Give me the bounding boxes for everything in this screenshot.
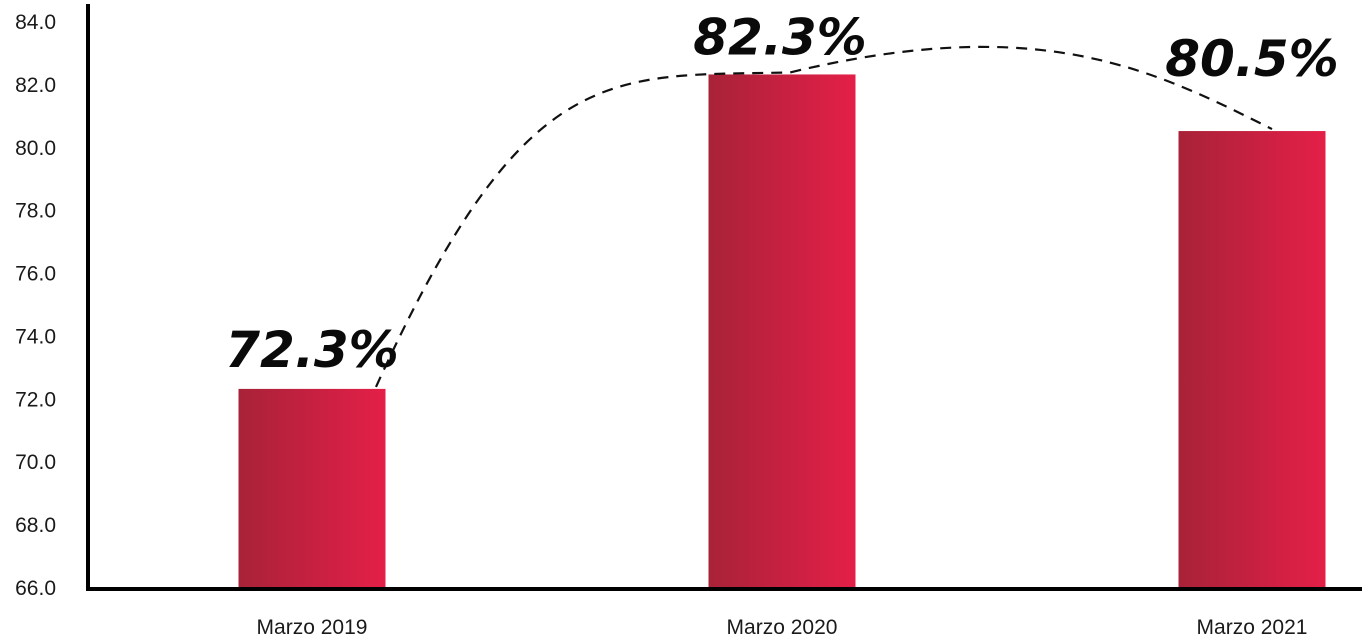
- x-tick-label: Marzo 2019: [257, 616, 368, 639]
- y-tick-label: 74.0: [15, 325, 56, 348]
- data-labels: 72.3% 82.3% 80.5%: [225, 8, 1338, 378]
- x-tick-label: Marzo 2021: [1197, 616, 1308, 639]
- bar: [708, 74, 856, 587]
- bars: [238, 74, 1326, 588]
- y-tick-label: 80.0: [15, 137, 56, 160]
- y-tick-label: 78.0: [15, 200, 56, 223]
- y-tick-label: 72.0: [15, 388, 56, 411]
- data-label: 82.3%: [693, 8, 866, 66]
- y-tick-label: 70.0: [15, 451, 56, 474]
- data-label: 80.5%: [1165, 30, 1338, 88]
- y-tick-label: 82.0: [15, 74, 56, 97]
- bar: [238, 388, 386, 587]
- x-axis-labels: Marzo 2019 Marzo 2020 Marzo 2021: [257, 616, 1308, 639]
- y-tick-label: 84.0: [15, 11, 56, 34]
- y-tick-label: 68.0: [15, 514, 56, 537]
- x-tick-label: Marzo 2020: [727, 616, 838, 639]
- bar: [1178, 131, 1326, 588]
- trend-curve: [374, 45, 1273, 388]
- data-label: 72.3%: [225, 321, 398, 379]
- y-tick-label: 76.0: [15, 263, 56, 286]
- y-tick-label: 66.0: [15, 577, 56, 600]
- y-axis-ticks: 66.0 68.0 70.0 72.0 74.0 76.0 78.0 80.0 82.0 84.0: [15, 11, 56, 600]
